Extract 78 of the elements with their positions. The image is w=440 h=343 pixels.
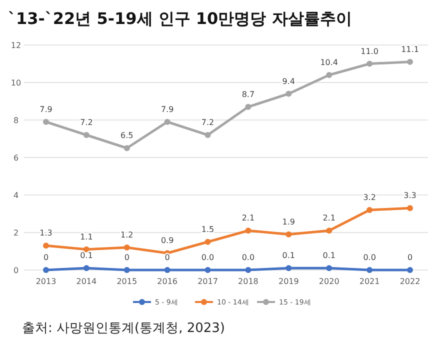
- point: [407, 267, 413, 273]
- point: [326, 265, 332, 272]
- y-tick-label: 6: [13, 153, 19, 162]
- point: [43, 242, 49, 249]
- point: [245, 267, 252, 273]
- point: [407, 205, 413, 212]
- data-label: 0: [407, 253, 413, 262]
- x-tick-label: 2019: [278, 277, 299, 286]
- point: [124, 267, 130, 273]
- y-tick-label: 10: [10, 78, 22, 88]
- data-label: 0.0: [363, 253, 376, 262]
- y-tick-label: 12: [10, 40, 22, 50]
- point: [83, 246, 90, 252]
- data-label: 0: [164, 253, 170, 262]
- data-label: 10.4: [320, 58, 338, 67]
- point: [326, 228, 332, 234]
- point: [83, 132, 90, 138]
- x-tick-label: 2020: [318, 277, 340, 286]
- data-label: 1.2: [120, 230, 134, 240]
- x-tick-label: 2015: [116, 277, 138, 286]
- data-label: 7.9: [160, 104, 174, 114]
- y-tick-label: 2: [13, 228, 19, 238]
- data-label: 7.2: [80, 118, 93, 127]
- chart-title: `13-`22년 5-19세 인구 10만명당 자살률추이: [8, 9, 352, 28]
- point: [164, 267, 170, 273]
- point: [204, 132, 211, 138]
- data-label: 0.9: [160, 236, 174, 246]
- point: [407, 58, 413, 65]
- data-label: 1.5: [201, 224, 214, 234]
- data-label: 0.0: [242, 253, 255, 262]
- data-label: 1.1: [80, 232, 93, 242]
- point: [164, 118, 170, 125]
- data-label: 1.9: [282, 217, 296, 226]
- data-label: 7.2: [201, 118, 214, 127]
- point: [245, 228, 252, 234]
- data-label: 0.0: [201, 253, 214, 262]
- data-label: 6.5: [120, 131, 134, 140]
- point: [124, 145, 130, 152]
- point: [83, 265, 90, 272]
- data-label: 7.9: [40, 104, 52, 114]
- point: [366, 207, 373, 213]
- x-tick-label: 2017: [198, 277, 218, 286]
- point: [286, 265, 292, 272]
- data-label: 3.2: [363, 193, 376, 202]
- data-label: 0.1: [80, 251, 93, 260]
- data-label: 0.1: [322, 251, 336, 260]
- point: [124, 244, 130, 250]
- point: [366, 267, 373, 273]
- x-tick-label: 2013: [36, 277, 56, 286]
- point: [286, 90, 292, 97]
- data-label: 0: [124, 253, 130, 262]
- point: [245, 104, 252, 110]
- y-tick-label: 8: [13, 116, 19, 125]
- data-label: 9.4: [282, 76, 296, 86]
- x-tick-label: 2021: [359, 277, 380, 286]
- x-tick-label: 2016: [157, 277, 178, 286]
- data-label: 11.1: [401, 44, 419, 54]
- data-label: 3.3: [404, 191, 416, 200]
- point: [43, 267, 49, 273]
- point: [366, 60, 373, 67]
- data-label: 1.3: [40, 228, 52, 238]
- x-tick-label: 2018: [238, 277, 258, 286]
- point: [204, 238, 211, 245]
- y-tick-label: 0: [13, 266, 19, 275]
- point: [286, 231, 292, 238]
- point: [326, 72, 332, 78]
- point: [204, 267, 211, 273]
- point: [43, 118, 49, 125]
- data-label: 8.7: [242, 90, 255, 99]
- x-tick-label: 2022: [400, 277, 420, 286]
- data-label: 2.1: [322, 214, 336, 223]
- data-label: 0: [43, 253, 49, 262]
- data-label: 2.1: [242, 214, 255, 223]
- x-tick-label: 2014: [76, 277, 97, 286]
- data-label: 0.1: [282, 251, 296, 260]
- source-note: 출처: 사망원인통계(통계청, 2023): [22, 321, 226, 336]
- y-tick-label: 4: [13, 190, 19, 200]
- data-label: 11.0: [360, 46, 378, 56]
